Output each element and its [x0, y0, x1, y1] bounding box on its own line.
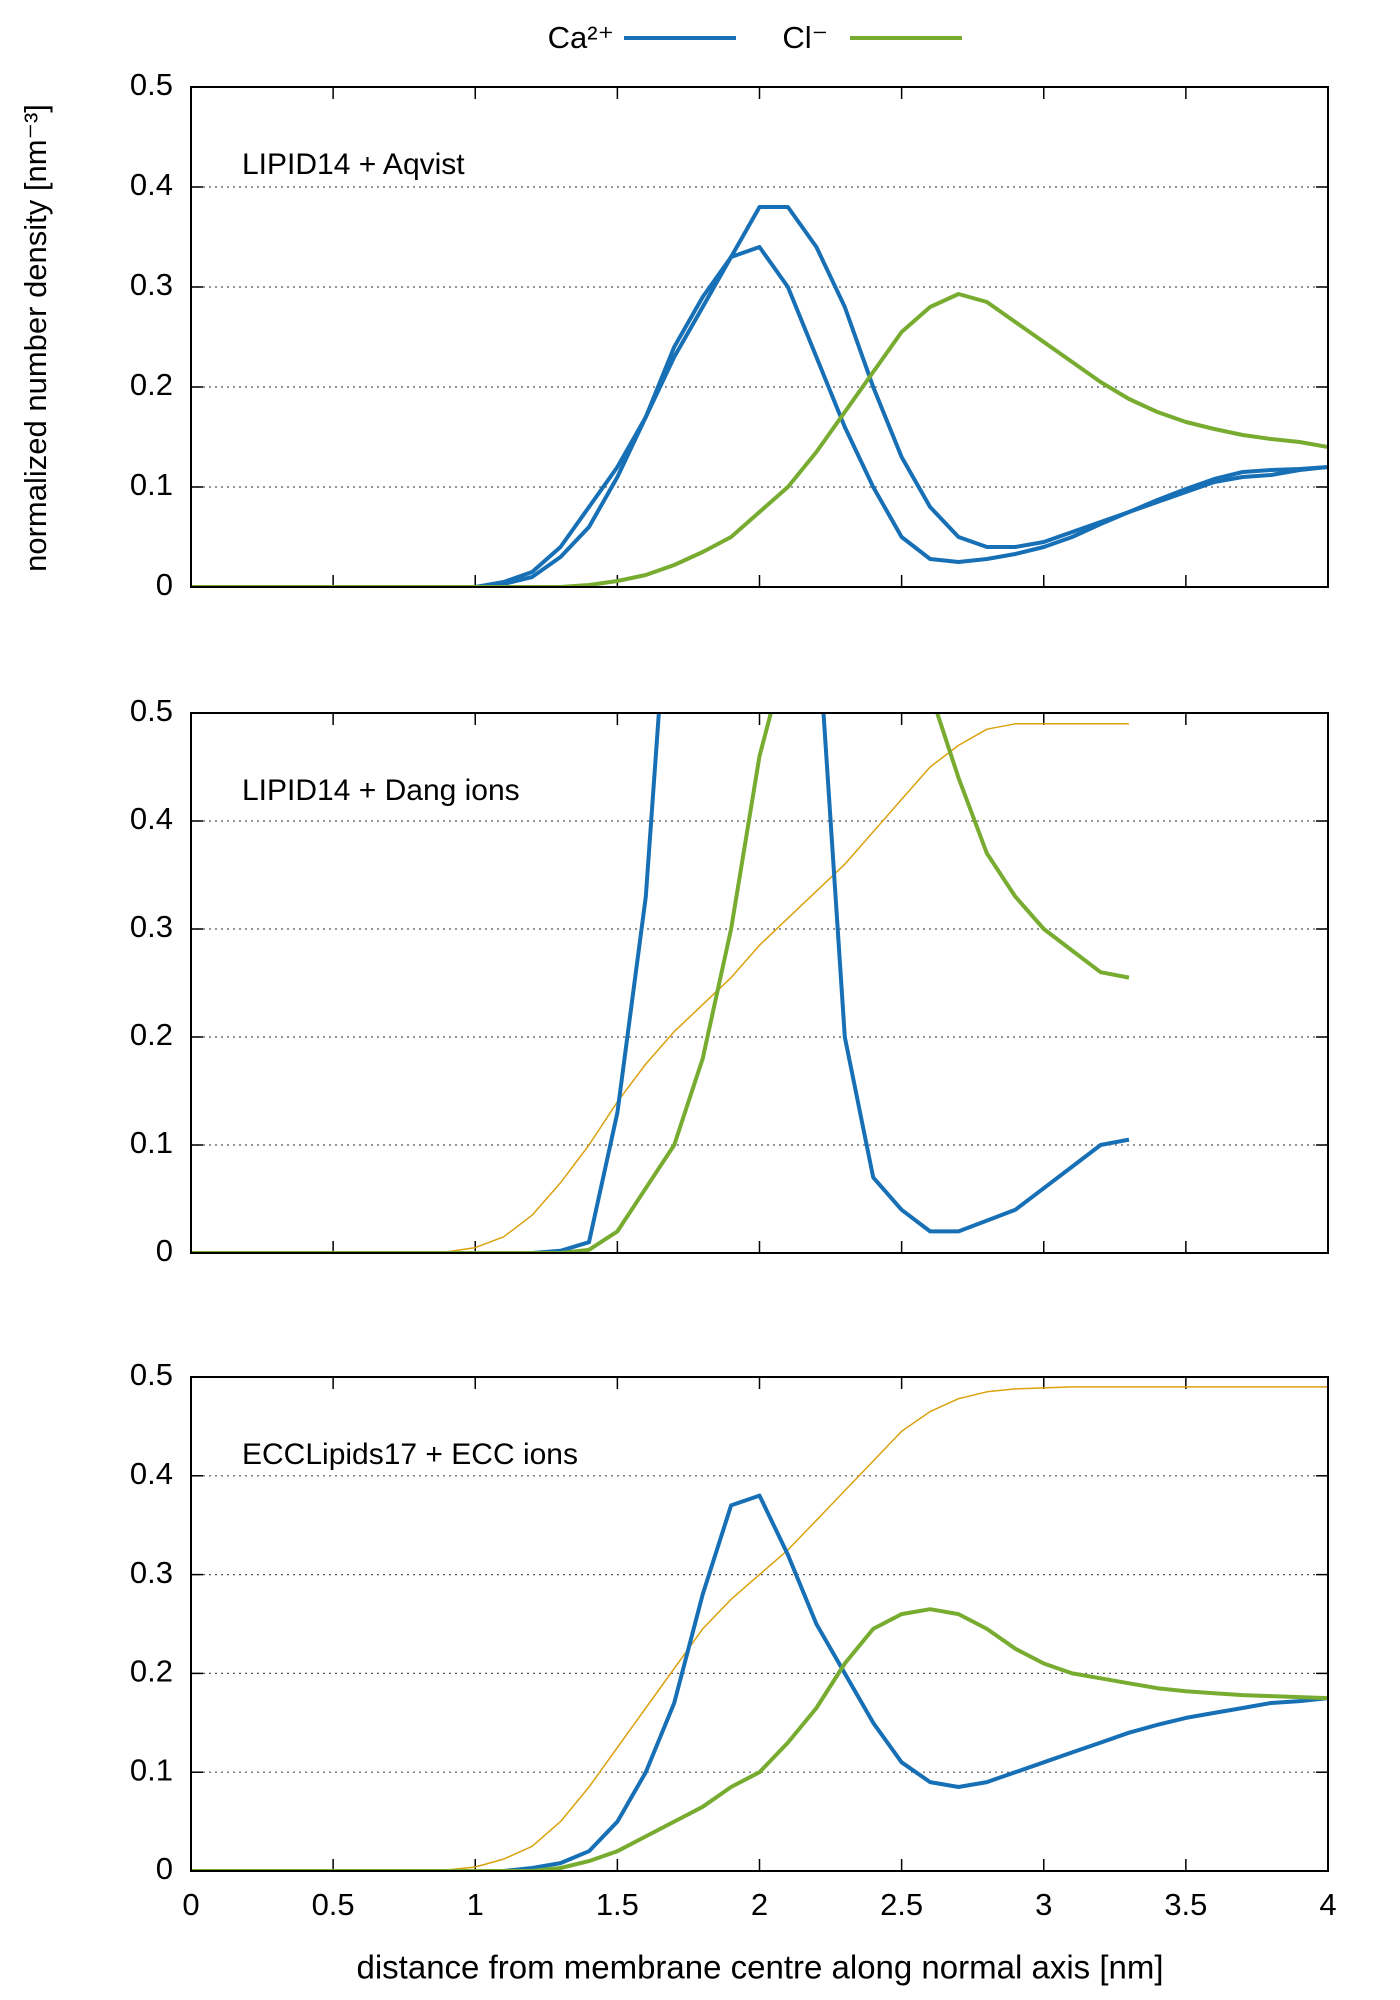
- data-line: [191, 1607, 1328, 1871]
- legend-label: Cl⁻: [782, 20, 828, 55]
- plot-frame: [190, 86, 1329, 588]
- x-tick-label: 1.5: [596, 1887, 639, 1922]
- y-tick-label: 0: [156, 1233, 173, 1268]
- x-tick-label: 0.5: [312, 1887, 355, 1922]
- y-tick-label: 0.2: [130, 367, 173, 402]
- y-tick-label: 0.5: [130, 67, 173, 102]
- data-line: [191, 713, 1130, 1253]
- x-tick-label: 1: [467, 1887, 484, 1922]
- data-line: [191, 723, 1129, 1253]
- y-tick-label: 0.4: [130, 167, 173, 202]
- y-tick-label: 0.1: [130, 1752, 173, 1787]
- legend-label: Ca²⁺: [548, 20, 614, 55]
- data-line: [191, 713, 1130, 1253]
- y-tick-label: 0.3: [130, 267, 173, 302]
- data-line: [191, 205, 1328, 587]
- y-tick-label: 0.5: [130, 1357, 173, 1392]
- x-tick-label: 3.5: [1164, 1887, 1207, 1922]
- data-line: [191, 245, 1328, 587]
- y-axis-label: normalized number density [nm⁻³]: [18, 104, 53, 572]
- x-tick-label: 4: [1319, 1887, 1336, 1922]
- x-tick-label: 3: [1035, 1887, 1052, 1922]
- y-tick-label: 0.4: [130, 801, 173, 836]
- y-tick-label: 0.1: [130, 467, 173, 502]
- y-tick-label: 0: [156, 567, 173, 602]
- annotation: LIPID14 + Aqvist: [242, 148, 465, 181]
- y-tick-label: 0.1: [130, 1125, 173, 1160]
- y-tick-label: 0.5: [130, 693, 173, 728]
- x-tick-label: 2.5: [880, 1887, 923, 1922]
- y-tick-label: 0.4: [130, 1456, 173, 1491]
- y-tick-label: 0.3: [130, 909, 173, 944]
- y-tick-label: 0.2: [130, 1017, 173, 1052]
- plot-frame: [190, 1376, 1329, 1872]
- x-axis-label: distance from membrane centre along norm…: [356, 1949, 1163, 1986]
- data-line: [191, 292, 1328, 587]
- annotation: ECCLipids17 + ECC ions: [242, 1438, 578, 1471]
- x-tick-label: 2: [751, 1887, 768, 1922]
- y-tick-label: 0: [156, 1851, 173, 1886]
- plot-frame: [190, 712, 1329, 1254]
- annotation: LIPID14 + Dang ions: [242, 774, 520, 807]
- y-tick-label: 0.3: [130, 1555, 173, 1590]
- x-tick-label: 0: [182, 1887, 199, 1922]
- data-line: [191, 1493, 1328, 1871]
- y-tick-label: 0.2: [130, 1654, 173, 1689]
- data-line: [191, 1386, 1328, 1871]
